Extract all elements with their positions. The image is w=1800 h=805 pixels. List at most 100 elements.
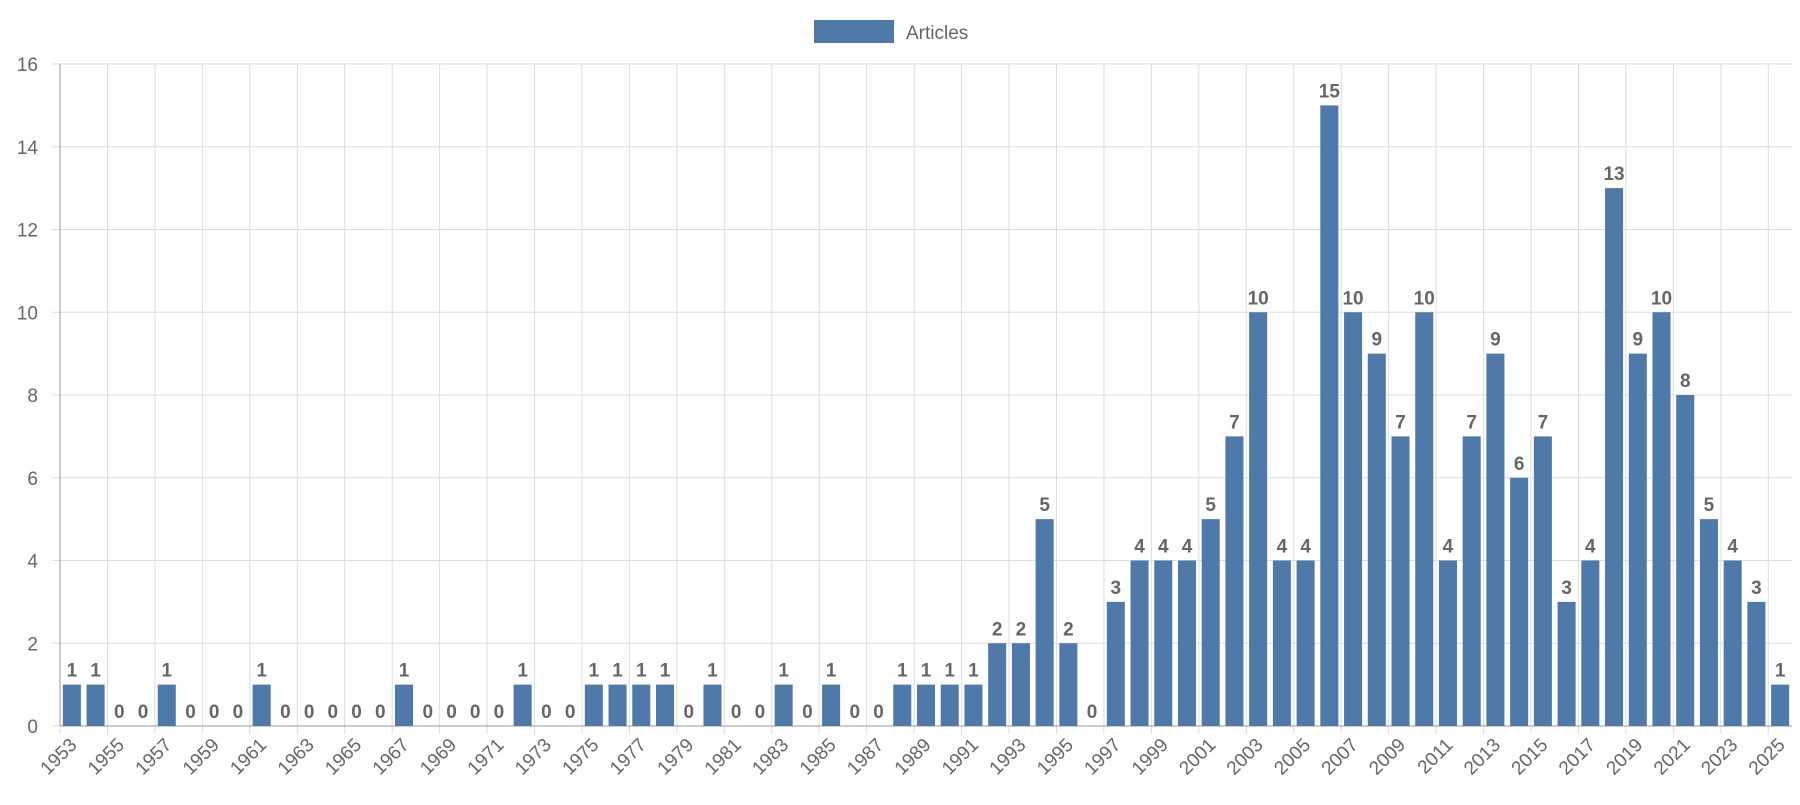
x-tick-label: 1999 — [1128, 735, 1173, 780]
x-tick-label: 1961 — [226, 735, 271, 780]
bar — [893, 684, 912, 726]
bar — [395, 684, 414, 726]
x-tick-label: 2013 — [1460, 735, 1505, 780]
x-tick-label: 1957 — [132, 735, 177, 780]
x-tick-label: 2005 — [1270, 735, 1315, 780]
bar — [1438, 560, 1457, 726]
bar — [1367, 353, 1386, 726]
bar — [584, 684, 603, 726]
value-label: 0 — [422, 702, 433, 723]
y-tick-label: 8 — [27, 386, 38, 407]
bar — [1106, 601, 1125, 726]
bar — [1344, 312, 1363, 726]
x-tick-label: 1991 — [938, 735, 983, 780]
x-tick-label: 1995 — [1033, 735, 1078, 780]
y-tick-label: 2 — [27, 634, 38, 655]
value-label: 5 — [1205, 495, 1216, 516]
bar — [1723, 560, 1742, 726]
bar — [1225, 436, 1244, 726]
x-tick-label: 1981 — [701, 735, 746, 780]
value-label: 1 — [826, 661, 837, 682]
bar — [1059, 643, 1078, 726]
value-label: 7 — [1538, 412, 1549, 433]
bar — [822, 684, 841, 726]
bar — [513, 684, 532, 726]
value-label: 0 — [850, 702, 861, 723]
bar — [1771, 684, 1790, 726]
value-label: 0 — [114, 702, 125, 723]
x-tick-label: 1953 — [37, 735, 82, 780]
legend-swatch — [814, 20, 894, 43]
bar — [703, 684, 722, 726]
bar — [964, 684, 983, 726]
bar — [86, 684, 105, 726]
bar — [1415, 312, 1434, 726]
value-label: 4 — [1300, 537, 1311, 558]
bar — [157, 684, 176, 726]
x-tick-label: 2019 — [1603, 735, 1648, 780]
x-tick-label: 2023 — [1697, 735, 1742, 780]
value-label: 4 — [1443, 537, 1454, 558]
value-label: 10 — [1248, 288, 1269, 309]
bar — [1130, 560, 1149, 726]
x-tick-label: 1969 — [416, 735, 461, 780]
value-label: 4 — [1158, 537, 1169, 558]
value-label: 0 — [185, 702, 196, 723]
bar — [1249, 312, 1268, 726]
bar — [1557, 601, 1576, 726]
x-tick-label: 2001 — [1176, 735, 1221, 780]
value-label: 1 — [636, 661, 647, 682]
value-label: 0 — [351, 702, 362, 723]
value-label: 0 — [565, 702, 576, 723]
value-label: 1 — [90, 661, 101, 682]
value-label: 1 — [897, 661, 908, 682]
value-label: 7 — [1395, 412, 1406, 433]
value-label: 0 — [731, 702, 742, 723]
y-tick-label: 16 — [17, 55, 38, 76]
value-label: 13 — [1603, 164, 1624, 185]
value-label: 1 — [399, 661, 410, 682]
value-label: 9 — [1372, 330, 1383, 351]
x-tick-label: 1979 — [654, 735, 699, 780]
y-tick-label: 0 — [27, 717, 38, 738]
value-label: 5 — [1704, 495, 1715, 516]
x-tick-label: 1975 — [559, 735, 604, 780]
value-label: 2 — [992, 619, 1003, 640]
bar — [940, 684, 959, 726]
y-tick-label: 12 — [17, 221, 38, 242]
x-tick-label: 1955 — [84, 735, 129, 780]
value-label: 4 — [1727, 537, 1738, 558]
y-tick-label: 10 — [17, 303, 38, 324]
value-label: 9 — [1632, 330, 1643, 351]
x-tick-label: 1993 — [986, 735, 1031, 780]
value-label: 1 — [1775, 661, 1786, 682]
value-label: 0 — [1087, 702, 1098, 723]
x-tick-label: 1971 — [464, 735, 509, 780]
bar — [1699, 519, 1718, 726]
x-tick-label: 2015 — [1508, 735, 1553, 780]
bar — [1177, 560, 1197, 726]
value-label: 9 — [1490, 330, 1501, 351]
bar — [1533, 436, 1552, 726]
value-label: 10 — [1414, 288, 1435, 309]
x-tick-label: 1963 — [274, 735, 319, 780]
bar — [1201, 519, 1220, 726]
value-label: 6 — [1514, 454, 1525, 475]
value-label: 4 — [1277, 537, 1288, 558]
bar — [1011, 643, 1030, 726]
value-label: 2 — [1016, 619, 1027, 640]
x-tick-label: 2009 — [1365, 735, 1410, 780]
x-tick-label: 1987 — [843, 735, 888, 780]
value-label: 8 — [1680, 371, 1691, 392]
x-tick-label: 1989 — [891, 735, 936, 780]
x-tick-label: 2017 — [1555, 735, 1600, 780]
x-tick-label: 2011 — [1414, 735, 1458, 779]
value-label: 1 — [921, 661, 932, 682]
value-label: 10 — [1342, 288, 1363, 309]
value-label: 3 — [1751, 578, 1762, 599]
value-label: 0 — [328, 702, 339, 723]
value-label: 1 — [161, 661, 172, 682]
value-label: 4 — [1182, 537, 1193, 558]
bar — [916, 684, 936, 726]
